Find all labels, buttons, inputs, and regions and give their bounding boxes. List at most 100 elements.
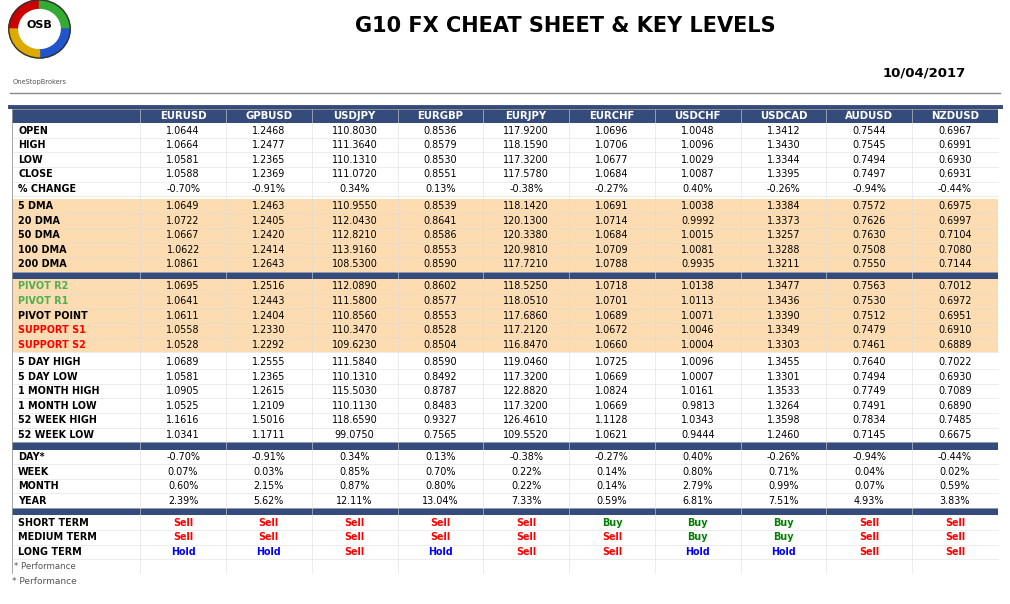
Bar bbox=[312, 545, 398, 559]
Text: 10/04/2017: 10/04/2017 bbox=[883, 66, 966, 80]
Text: Buy: Buy bbox=[774, 518, 794, 528]
Bar bbox=[12, 138, 140, 152]
Bar bbox=[912, 182, 998, 196]
Bar bbox=[826, 399, 912, 413]
Bar bbox=[484, 479, 569, 493]
Bar bbox=[312, 199, 398, 213]
Bar bbox=[140, 257, 226, 272]
Bar bbox=[312, 257, 398, 272]
Text: 0.8504: 0.8504 bbox=[423, 340, 458, 350]
Text: Hold: Hold bbox=[772, 547, 796, 557]
Bar bbox=[654, 384, 740, 399]
Bar bbox=[140, 545, 226, 559]
Text: 1.0649: 1.0649 bbox=[167, 201, 200, 211]
Bar bbox=[12, 109, 140, 123]
Text: 1.0684: 1.0684 bbox=[595, 169, 628, 179]
Bar bbox=[569, 228, 654, 243]
Text: -0.38%: -0.38% bbox=[509, 452, 543, 462]
Text: 0.7080: 0.7080 bbox=[938, 245, 972, 255]
Bar bbox=[140, 167, 226, 182]
Bar bbox=[226, 228, 312, 243]
Bar bbox=[398, 199, 484, 213]
Text: Buy: Buy bbox=[688, 518, 708, 528]
Text: 113.9160: 113.9160 bbox=[331, 245, 378, 255]
Bar bbox=[740, 182, 826, 196]
Bar bbox=[12, 355, 140, 369]
Text: Hold: Hold bbox=[257, 547, 281, 557]
Text: 1.0696: 1.0696 bbox=[595, 126, 628, 136]
Bar bbox=[398, 449, 484, 464]
Text: Sell: Sell bbox=[860, 532, 880, 542]
Text: * Performance: * Performance bbox=[12, 577, 77, 585]
Text: EURUSD: EURUSD bbox=[160, 111, 206, 121]
Bar bbox=[398, 123, 484, 138]
Bar bbox=[569, 449, 654, 464]
Bar bbox=[484, 243, 569, 257]
Text: 1.0161: 1.0161 bbox=[681, 386, 714, 396]
Text: 1.0611: 1.0611 bbox=[167, 310, 200, 321]
Text: 110.1310: 110.1310 bbox=[331, 155, 378, 165]
Text: EURJPY: EURJPY bbox=[506, 111, 546, 121]
Text: 1.0096: 1.0096 bbox=[681, 357, 714, 367]
Text: 0.7494: 0.7494 bbox=[852, 371, 886, 382]
Text: 0.7630: 0.7630 bbox=[852, 230, 886, 240]
Bar bbox=[312, 167, 398, 182]
Bar bbox=[484, 123, 569, 138]
Bar bbox=[740, 257, 826, 272]
Bar bbox=[569, 493, 654, 508]
Bar bbox=[569, 109, 654, 123]
Bar bbox=[740, 243, 826, 257]
Text: 0.7572: 0.7572 bbox=[852, 201, 886, 211]
Text: 1.2555: 1.2555 bbox=[252, 357, 286, 367]
Bar bbox=[569, 257, 654, 272]
Bar bbox=[826, 428, 912, 442]
Bar bbox=[912, 399, 998, 413]
Bar bbox=[398, 109, 484, 123]
Text: 120.1300: 120.1300 bbox=[503, 216, 549, 226]
Text: 118.1590: 118.1590 bbox=[503, 140, 549, 150]
Bar bbox=[569, 464, 654, 479]
Bar bbox=[912, 123, 998, 138]
Bar bbox=[12, 413, 140, 428]
Text: 0.8553: 0.8553 bbox=[423, 245, 458, 255]
Text: 13.04%: 13.04% bbox=[422, 496, 459, 506]
Text: 1.2468: 1.2468 bbox=[252, 126, 286, 136]
Bar bbox=[826, 152, 912, 167]
Text: 1.1711: 1.1711 bbox=[252, 430, 286, 440]
Text: 117.2120: 117.2120 bbox=[503, 326, 549, 335]
Bar bbox=[826, 138, 912, 152]
Bar bbox=[912, 338, 998, 352]
Text: Sell: Sell bbox=[602, 547, 622, 557]
Bar bbox=[12, 213, 140, 228]
Bar bbox=[826, 515, 912, 530]
Text: USDCAD: USDCAD bbox=[760, 111, 807, 121]
Text: 1.0691: 1.0691 bbox=[595, 201, 628, 211]
Bar bbox=[140, 309, 226, 323]
Bar bbox=[912, 138, 998, 152]
Text: 20 DMA: 20 DMA bbox=[18, 216, 60, 226]
Bar bbox=[398, 530, 484, 545]
Text: Sell: Sell bbox=[860, 547, 880, 557]
Bar bbox=[312, 413, 398, 428]
Bar bbox=[826, 384, 912, 399]
Bar bbox=[740, 109, 826, 123]
Text: 0.8492: 0.8492 bbox=[423, 371, 458, 382]
Bar bbox=[312, 464, 398, 479]
Text: 0.40%: 0.40% bbox=[683, 184, 713, 194]
Text: 0.7461: 0.7461 bbox=[852, 340, 886, 350]
Bar bbox=[140, 413, 226, 428]
Text: 6.81%: 6.81% bbox=[683, 496, 713, 506]
Bar bbox=[312, 428, 398, 442]
Bar bbox=[484, 515, 569, 530]
Text: 112.0430: 112.0430 bbox=[331, 216, 378, 226]
Text: -0.27%: -0.27% bbox=[595, 184, 629, 194]
Text: 200 DMA: 200 DMA bbox=[18, 260, 67, 269]
Text: Sell: Sell bbox=[344, 518, 365, 528]
Bar bbox=[226, 309, 312, 323]
Text: 0.7485: 0.7485 bbox=[938, 416, 972, 425]
Bar bbox=[654, 449, 740, 464]
Bar bbox=[740, 123, 826, 138]
Bar bbox=[140, 338, 226, 352]
Text: 0.7089: 0.7089 bbox=[938, 386, 972, 396]
Bar bbox=[740, 493, 826, 508]
